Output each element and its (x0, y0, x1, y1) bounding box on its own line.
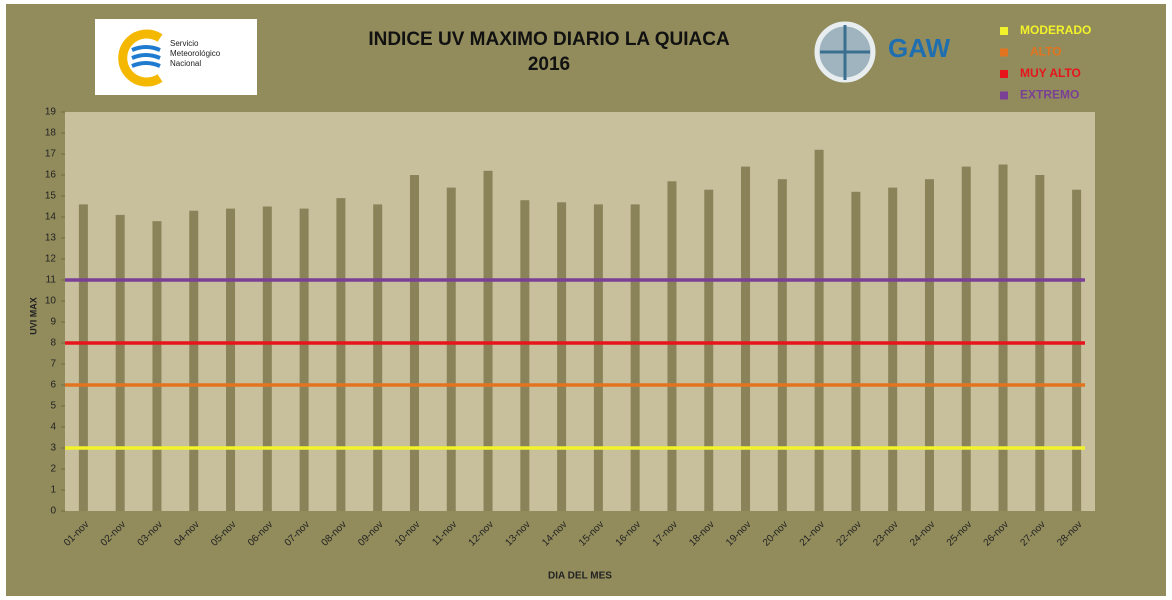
bar (520, 200, 530, 511)
y-tick-label: 10 (45, 296, 57, 307)
legend-label: MODERADO (1020, 23, 1091, 37)
bar (1072, 189, 1082, 511)
bar (78, 204, 88, 511)
bar (299, 208, 309, 511)
y-tick-label: 12 (45, 254, 57, 265)
bar (998, 164, 1008, 511)
legend-swatch (1000, 27, 1008, 35)
bar (262, 206, 272, 511)
logo-text: Meteorológico (170, 49, 221, 58)
bar (373, 204, 383, 511)
bar (483, 170, 493, 512)
legend-label: MUY ALTO (1020, 66, 1081, 80)
y-axis-label: UVI MAX (28, 297, 38, 335)
legend-label: ALTO (1030, 45, 1062, 59)
y-tick-label: 17 (45, 149, 57, 160)
y-tick-label: 19 (45, 107, 57, 118)
bar (152, 221, 162, 511)
legend-swatch (1000, 91, 1008, 100)
y-tick-label: 18 (45, 128, 57, 139)
bar (961, 166, 971, 511)
gaw-logo: GAW (814, 21, 951, 83)
x-axis-label: DIA DEL MES (548, 571, 612, 582)
plot-area (65, 112, 1095, 511)
y-tick-label: 14 (45, 212, 57, 223)
y-tick-label: 3 (50, 443, 56, 454)
y-tick-label: 7 (50, 359, 56, 370)
y-tick-label: 15 (45, 191, 57, 202)
bar (115, 214, 125, 511)
bar (704, 189, 714, 511)
y-tick-label: 0 (50, 506, 56, 517)
y-tick-label: 9 (50, 317, 56, 328)
bar (777, 179, 787, 511)
bar (741, 166, 751, 511)
bar (446, 187, 456, 511)
bar (226, 208, 236, 511)
gaw-label: GAW (888, 33, 951, 63)
logo-ring (118, 29, 163, 87)
y-tick-label: 11 (46, 275, 57, 286)
logo-text: Servicio (170, 39, 199, 48)
chart-title: 2016 (528, 54, 570, 75)
gaw-lines (820, 25, 870, 80)
bar (336, 198, 346, 511)
bar (814, 149, 824, 512)
bar (888, 187, 898, 511)
chart-title: INDICE UV MAXIMO DIARIO LA QUIACA (368, 29, 730, 50)
legend-label: EXTREMO (1020, 88, 1079, 102)
y-tick-label: 1 (50, 485, 56, 496)
bar (593, 204, 603, 511)
y-tick-label: 8 (50, 338, 56, 349)
y-tick-label: 2 (50, 464, 56, 475)
logo-waves (131, 45, 161, 68)
logo: Servicio Meteorológico Nacional (95, 19, 257, 95)
y-tick-label: 4 (50, 422, 56, 433)
logo-text: Nacional (170, 59, 201, 68)
y-tick-label: 16 (45, 170, 57, 181)
legend-swatch (1000, 48, 1008, 57)
bar (189, 210, 199, 511)
legend-swatch (1000, 70, 1008, 78)
bar (851, 191, 861, 512)
bar (630, 204, 640, 511)
y-tick-label: 5 (50, 401, 56, 412)
bar (667, 181, 677, 512)
y-tick-label: 6 (50, 380, 56, 391)
y-tick-label: 13 (45, 233, 57, 244)
bar (924, 179, 934, 511)
bar (557, 202, 567, 512)
